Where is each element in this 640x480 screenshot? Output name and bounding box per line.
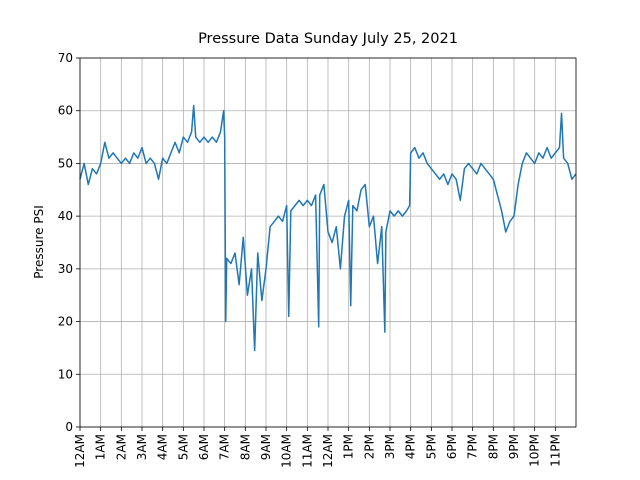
x-tick-label: 6PM: [445, 434, 459, 459]
x-tick-label: 7AM: [218, 434, 232, 460]
x-tick-label: 11PM: [548, 434, 562, 467]
y-tick-label: 70: [58, 51, 73, 65]
x-tick-label: 8PM: [486, 434, 500, 459]
y-tick-label: 50: [58, 156, 73, 170]
x-tick-label: 9AM: [259, 434, 273, 460]
y-axis-label: Pressure PSI: [32, 205, 46, 278]
x-tick-label: 10PM: [528, 434, 542, 467]
x-tick-label: 9PM: [507, 434, 521, 459]
x-tick-label: 3PM: [383, 434, 397, 459]
x-tick-label: 5AM: [176, 434, 190, 460]
x-tick-label: 4PM: [404, 434, 418, 459]
x-tick-label: 2PM: [362, 434, 376, 459]
x-tick-label: 8AM: [238, 434, 252, 460]
x-tick-label: 1PM: [342, 434, 356, 459]
x-tick-label: 11AM: [300, 434, 314, 468]
x-tick-label: 5PM: [424, 434, 438, 459]
chart-title: Pressure Data Sunday July 25, 2021: [198, 31, 458, 47]
x-tick-label: 1AM: [94, 434, 108, 460]
data-line: [79, 104, 577, 352]
x-tick-label: 7PM: [466, 434, 480, 459]
y-tick-label: 20: [58, 315, 73, 329]
x-tick-label: 4AM: [156, 434, 170, 460]
y-tick-label: 10: [58, 367, 73, 381]
x-tick-label: 3AM: [135, 434, 149, 460]
x-tick-label: 12AM: [321, 434, 335, 468]
y-tick-label: 60: [58, 104, 73, 118]
x-tick-label: 6AM: [197, 434, 211, 460]
x-tick-label: 10AM: [280, 434, 294, 468]
y-tick-label: 0: [65, 420, 73, 434]
y-tick-label: 40: [58, 209, 73, 223]
x-tick-label: 2AM: [114, 434, 128, 460]
x-tick-label: 12AM: [73, 434, 87, 468]
plot-frame: [79, 57, 577, 428]
y-tick-label: 30: [58, 262, 73, 276]
